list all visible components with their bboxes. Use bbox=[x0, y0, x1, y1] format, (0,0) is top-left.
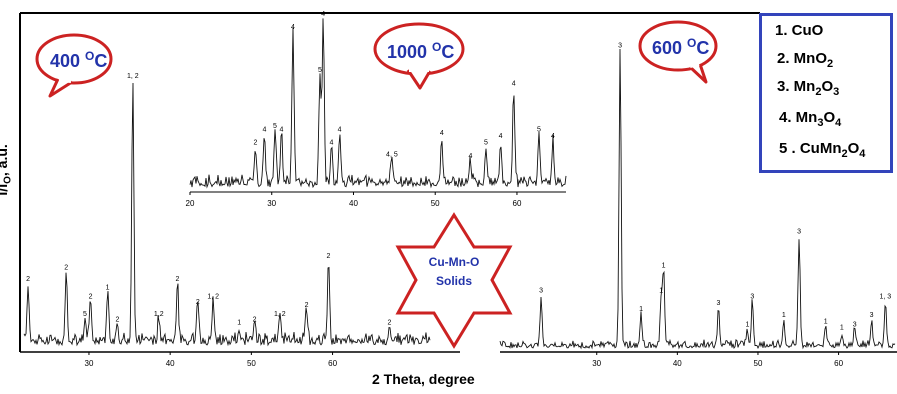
y-axis-label: I/IO, a.u. bbox=[0, 144, 14, 196]
peak-label: 5 bbox=[83, 311, 87, 318]
bubble-600c: 600 OC bbox=[638, 20, 718, 84]
peak-label: 2 bbox=[305, 302, 309, 309]
peak-label: 2 bbox=[387, 320, 391, 327]
peak-label: 4 bbox=[551, 133, 555, 140]
peak-label: 3 bbox=[618, 43, 622, 50]
svg-text:400 OC: 400 OC bbox=[50, 49, 107, 71]
tick-label: 60 bbox=[328, 359, 337, 368]
svg-text:600 OC: 600 OC bbox=[652, 36, 709, 58]
peak-label: 1,2 bbox=[154, 311, 164, 318]
peak-label: 1 bbox=[662, 263, 666, 270]
legend-item: 5 . CuMn2O4 bbox=[779, 140, 866, 160]
tick-label: 50 bbox=[754, 359, 763, 368]
tick-label: 30 bbox=[267, 199, 276, 208]
peak-label: 2 bbox=[196, 299, 200, 306]
peak-label: 4 bbox=[440, 130, 444, 137]
peak-label: 2 bbox=[89, 293, 93, 300]
peak-label: 5 bbox=[273, 123, 277, 130]
peak-label: 4 bbox=[329, 140, 333, 147]
tick-label: 60 bbox=[834, 359, 843, 368]
peak-label: 1 bbox=[840, 325, 844, 332]
peak-label: 1, 3 bbox=[879, 294, 891, 301]
peak-label: 4 bbox=[321, 11, 325, 18]
peak-label: 1 bbox=[237, 320, 241, 327]
peak-label: 1 bbox=[782, 312, 786, 319]
trace-600c: 3 3 1 1 1 3 1 3 1 3 1 1 3 3 1, 3 30 40 50 60 bbox=[499, 43, 896, 368]
tick-label: 40 bbox=[166, 359, 175, 368]
peak-label: 3 bbox=[797, 229, 801, 236]
peak-label: 3 bbox=[870, 312, 874, 319]
peak-label: 1 bbox=[746, 322, 750, 329]
legend-item: 1. CuO bbox=[775, 22, 824, 39]
peak-label: 4 bbox=[338, 127, 342, 134]
peak-label: 2 bbox=[64, 264, 68, 271]
legend-item: 3. Mn2O3 bbox=[777, 78, 840, 98]
trace-line bbox=[189, 18, 567, 189]
tick-label: 40 bbox=[349, 199, 358, 208]
star-line-1: Cu-Mn-O bbox=[429, 255, 480, 269]
bubble-1000c: 1000 OC bbox=[373, 22, 465, 90]
peak-label: 2 bbox=[176, 276, 180, 283]
peak-label: 2 bbox=[115, 317, 119, 324]
peak-label: 1 bbox=[659, 287, 663, 294]
tick-label: 40 bbox=[673, 359, 682, 368]
peak-label: 4, 5 bbox=[386, 151, 398, 158]
bubble-400c: 400 OC bbox=[35, 33, 113, 98]
peak-label: 3 bbox=[717, 300, 721, 307]
peak-label: 3 bbox=[750, 294, 754, 301]
peak-label: 4 bbox=[280, 127, 284, 134]
peak-label: 1, 2 bbox=[127, 73, 139, 80]
legend-item: 4. Mn3O4 bbox=[779, 109, 842, 129]
peak-label: 3 bbox=[539, 287, 543, 294]
peak-label: 4 bbox=[291, 24, 295, 31]
peak-label: 4 bbox=[512, 80, 516, 87]
svg-text:1000 OC: 1000 OC bbox=[387, 40, 454, 62]
tick-label: 60 bbox=[513, 199, 522, 208]
peak-label: 2 bbox=[327, 253, 331, 260]
peak-label: 3 bbox=[853, 322, 857, 329]
peak-label: 1, 2 bbox=[207, 293, 219, 300]
trace-line bbox=[499, 48, 896, 350]
peak-label: 1, 2 bbox=[274, 311, 286, 318]
peak-label: 2 bbox=[253, 317, 257, 324]
star-label: Cu-Mn-O Solids bbox=[395, 212, 513, 349]
tick-label: 30 bbox=[592, 359, 601, 368]
peak-label: 1 bbox=[824, 318, 828, 325]
trace-line bbox=[23, 82, 431, 347]
peak-label: 1 bbox=[639, 306, 643, 313]
peak-label: 4 bbox=[468, 153, 472, 160]
x-axis-label: 2 Theta, degree bbox=[372, 371, 475, 387]
peak-label: 5 bbox=[537, 127, 541, 134]
peak-label: 4 bbox=[499, 133, 503, 140]
legend-item: 2. MnO2 bbox=[777, 50, 834, 70]
peak-label: 4 bbox=[262, 127, 266, 134]
tick-label: 20 bbox=[186, 199, 195, 208]
legend-box: 1. CuO 2. MnO2 3. Mn2O3 4. Mn3O4 5 . CuMn2O4 bbox=[759, 13, 893, 173]
tick-label: 50 bbox=[247, 359, 256, 368]
peak-label: 2 bbox=[253, 140, 257, 147]
trace-400c: 2 2 2 5 1 2 1, 2 1,2 2 2 1, 2 1 2 1, 2 2 2 2 30 40 50 60 bbox=[23, 73, 431, 368]
peak-label: 1 bbox=[106, 285, 110, 292]
peak-label: 5 bbox=[318, 67, 322, 74]
peak-label: 5 bbox=[484, 140, 488, 147]
star-line-2: Solids bbox=[436, 274, 472, 288]
tick-label: 50 bbox=[431, 199, 440, 208]
peak-label: 2 bbox=[26, 276, 30, 283]
tick-label: 30 bbox=[85, 359, 94, 368]
